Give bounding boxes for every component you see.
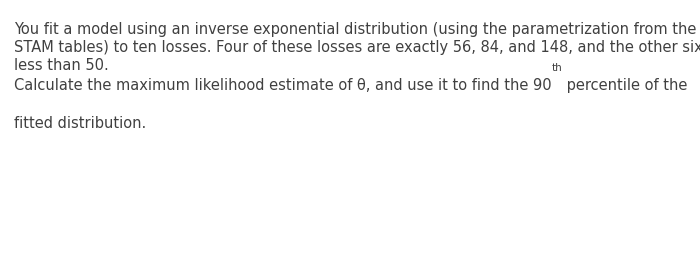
Text: Calculate the maximum likelihood estimate of θ, and use it to find the 90: Calculate the maximum likelihood estimat… (14, 78, 552, 93)
Text: You fit a model using an inverse exponential distribution (using the parametriza: You fit a model using an inverse exponen… (14, 22, 696, 37)
Text: STAM tables) to ten losses. Four of these losses are exactly 56, 84, and 148, an: STAM tables) to ten losses. Four of thes… (14, 40, 700, 55)
Text: less than 50.: less than 50. (14, 58, 108, 73)
Text: th: th (552, 63, 562, 73)
Text: fitted distribution.: fitted distribution. (14, 116, 146, 131)
Text: percentile of the: percentile of the (562, 78, 687, 93)
